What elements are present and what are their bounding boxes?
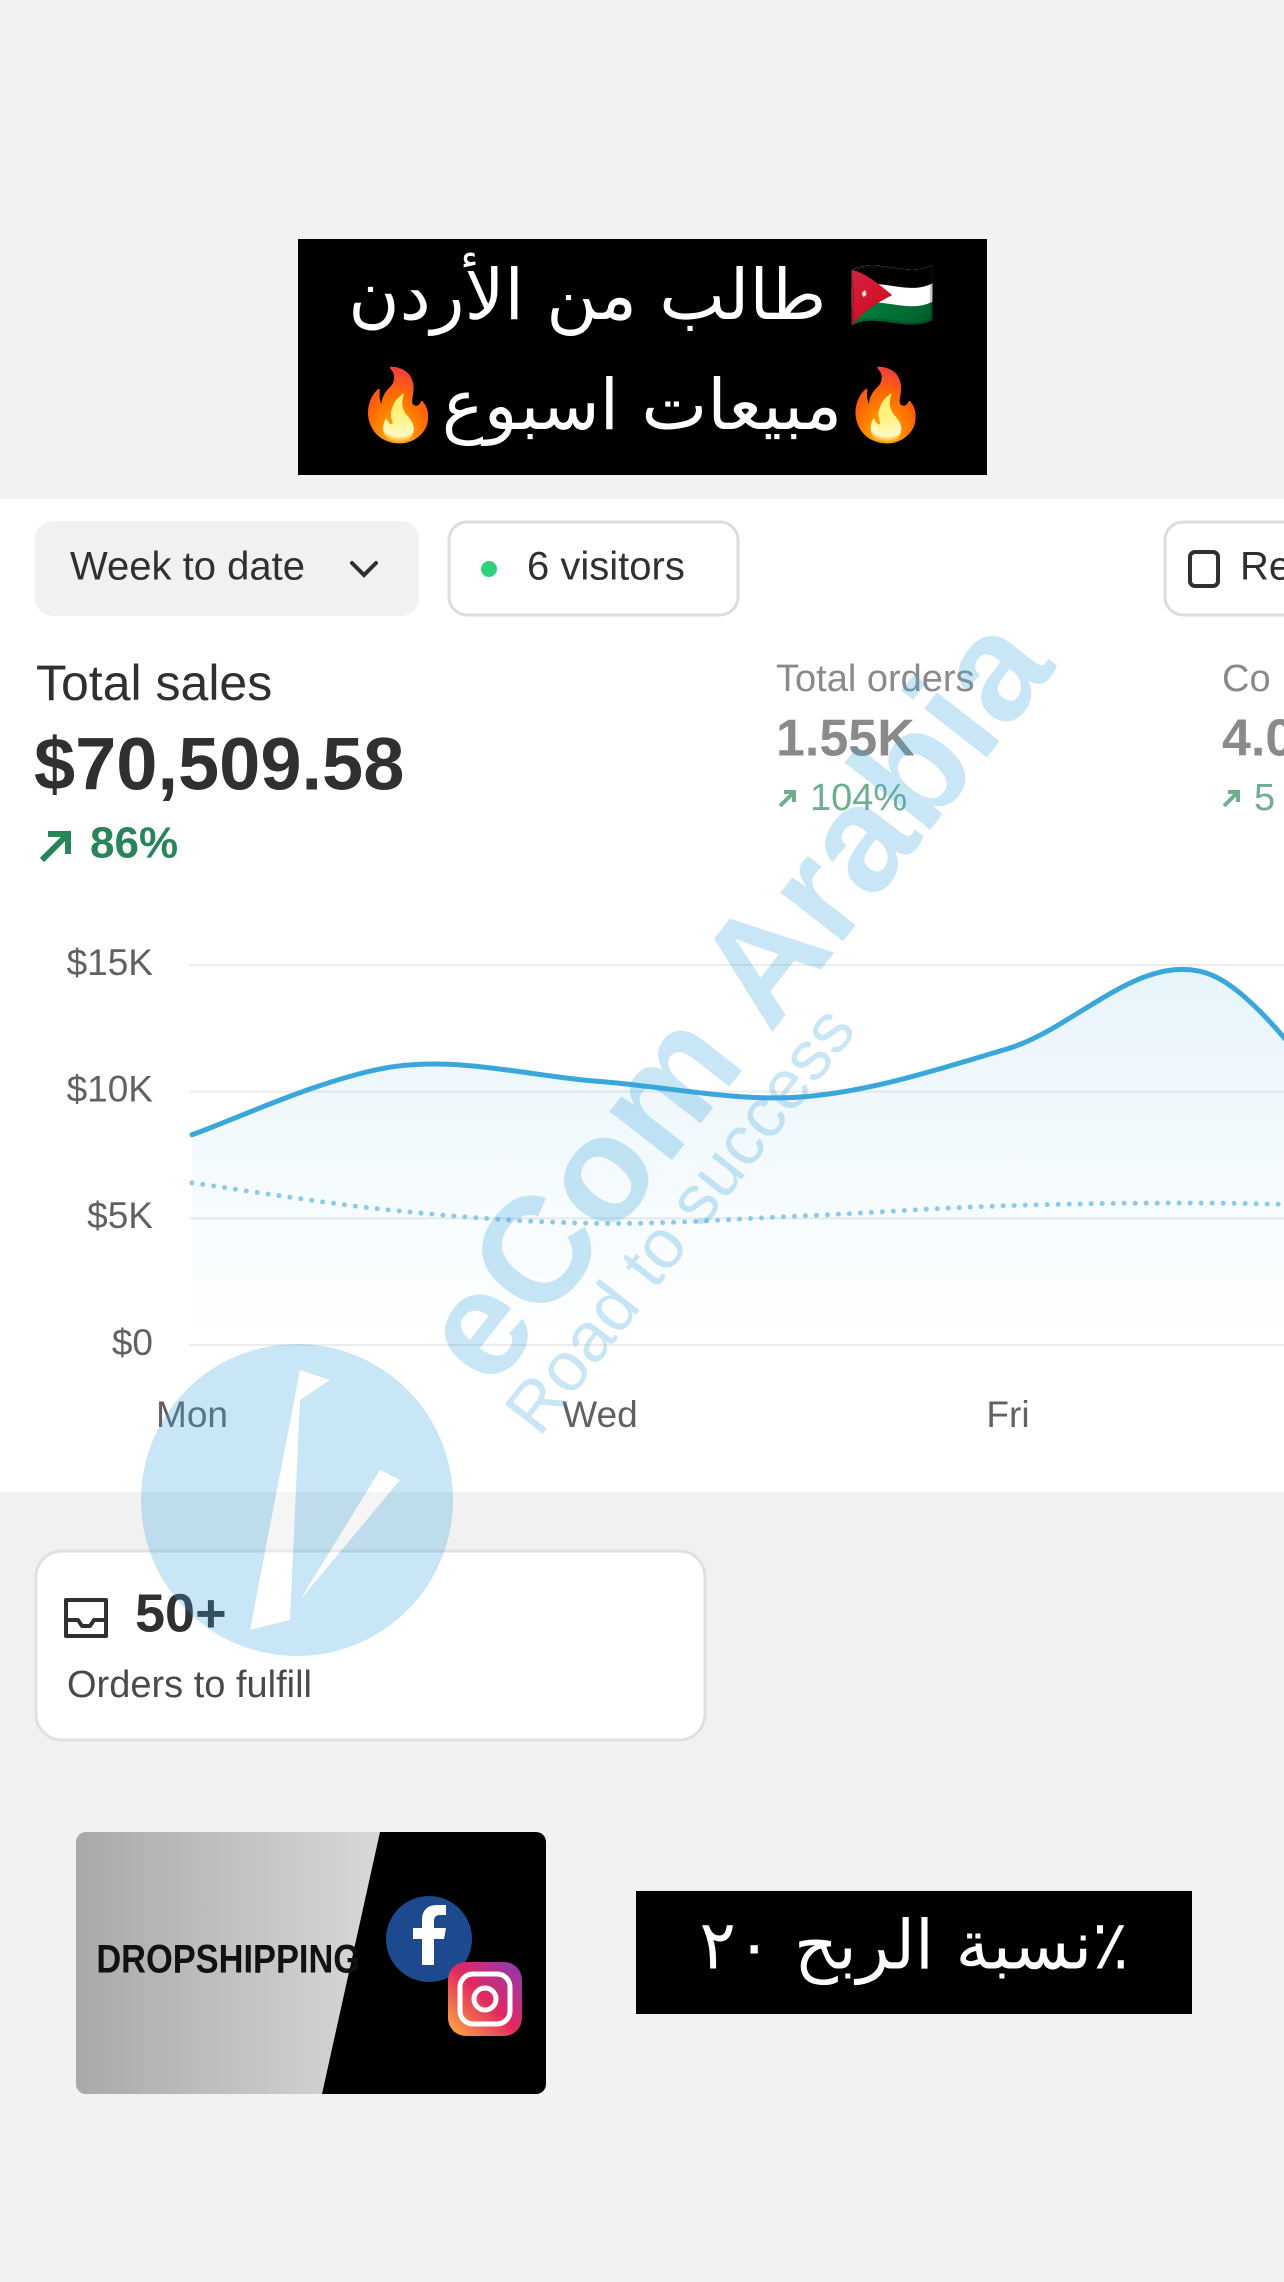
fulfill-label: Orders to fulfill: [67, 1664, 312, 1706]
metric-change: 104%: [810, 777, 907, 819]
caption-box: [636, 1891, 1192, 2014]
up-arrow-icon: [1222, 790, 1240, 808]
visitors-button[interactable]: [447, 520, 740, 617]
y-tick-label: $0: [112, 1322, 153, 1363]
fulfill-card[interactable]: [34, 1549, 707, 1742]
metric-value: 1.55K: [776, 710, 915, 768]
x-tick-label: Wed: [562, 1394, 637, 1435]
chevron-icon: [350, 561, 378, 578]
report-icon: [1188, 550, 1220, 588]
instagram-glyph: [471, 1985, 499, 2013]
reports-button[interactable]: [1163, 520, 1284, 617]
button-label: Week to date: [70, 545, 305, 589]
facebook-glyph: [413, 1905, 446, 1965]
metric-change: 5: [1254, 777, 1275, 819]
up-arrow-icon: [778, 790, 796, 808]
watermark-logo-arrow: [250, 1370, 400, 1630]
button-label: 6 visitors: [527, 545, 685, 589]
dropshipping-image: DROPSHIPPING: [76, 1832, 546, 2094]
up-arrow-icon: [39, 831, 71, 863]
sales-chart: $0 $5K $10K $15K Mon Wed Fri: [67, 942, 1284, 1435]
area: [192, 969, 1284, 1345]
y-tick-label: $10K: [67, 1068, 154, 1109]
metric-change: 86%: [90, 819, 178, 868]
promo-badge: DROPSHIPPING: [96, 1936, 360, 1981]
banner: [298, 239, 987, 475]
metric-label: Co: [1222, 658, 1271, 700]
fulfill-count: 50+: [135, 1583, 227, 1643]
banner-line: 🔥مبيعات اسبوع🔥: [355, 364, 930, 446]
banner-line: طالب من الأردن 🇯🇴: [348, 252, 936, 336]
inbox-icon: [64, 1598, 108, 1638]
promo-caption: نسبة الربح ٢٠٪: [699, 1907, 1128, 1986]
metric-value: $70,509.58: [34, 723, 404, 806]
instagram-glyph: [457, 1971, 513, 2027]
line: [189, 1180, 1284, 1226]
x-tick-label: Mon: [156, 1394, 228, 1435]
metric-label: Total sales: [36, 655, 272, 711]
button-label: Re: [1240, 545, 1284, 589]
live-dot: [481, 561, 497, 577]
x-tick-label: Fri: [986, 1394, 1029, 1435]
metric-label: Total orders: [776, 658, 975, 700]
y-tick-label: $5K: [87, 1195, 153, 1236]
date-range-button[interactable]: [35, 521, 419, 616]
watermark-logo: [141, 1344, 453, 1656]
y-tick-label: $15K: [67, 942, 154, 983]
instagram-icon: [448, 1962, 522, 2036]
line: [189, 966, 1284, 1138]
metric-value: 4.0: [1222, 710, 1284, 768]
